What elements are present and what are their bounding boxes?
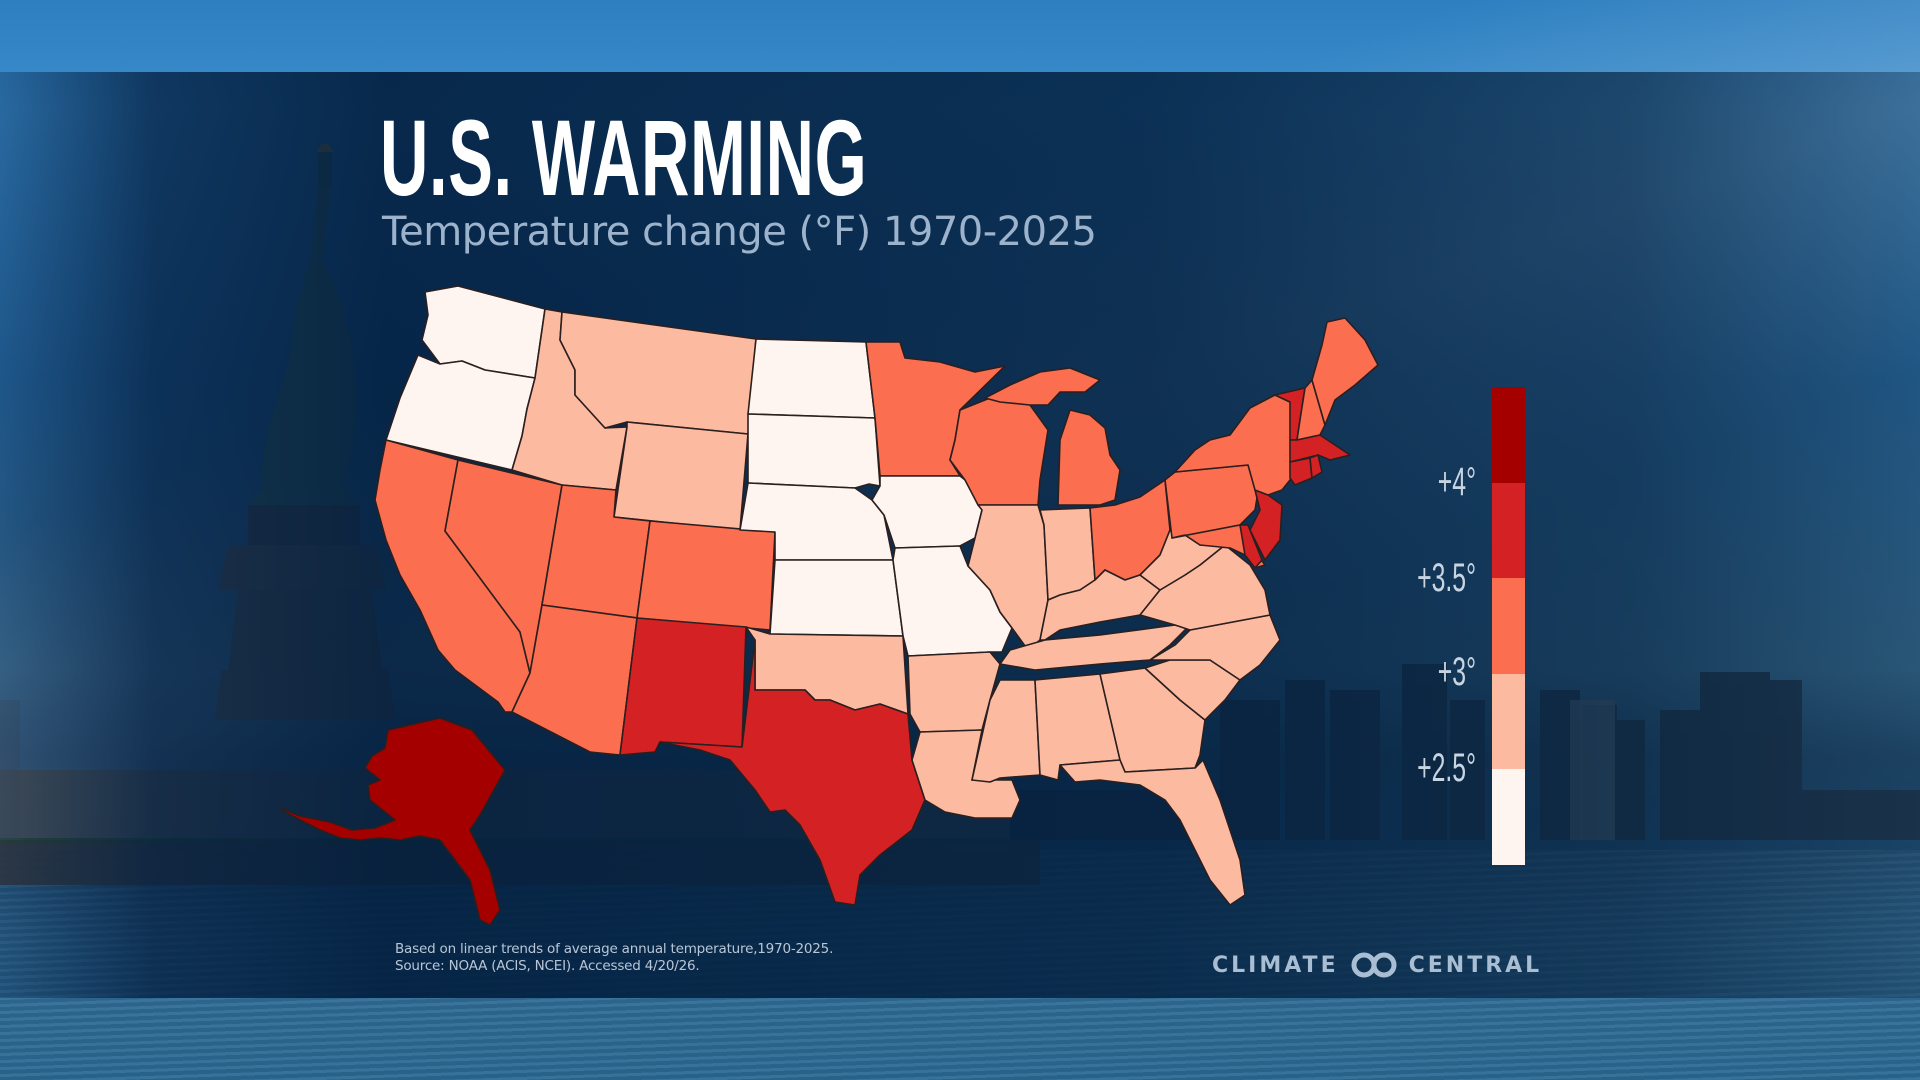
linked-rings-logo-icon [1351, 952, 1397, 978]
legend-label-3-5: +3.5° [1417, 556, 1476, 600]
state-NM [619, 617, 747, 756]
legend-band-above-4 [1492, 387, 1525, 483]
footnote-source: Source: NOAA (ACIS, NCEI). Accessed 4/20… [395, 958, 700, 974]
state-KY [1039, 569, 1161, 641]
state-NC [1149, 614, 1281, 681]
logo-word-climate: CLIMATE [1212, 952, 1339, 978]
color-legend [1492, 387, 1525, 865]
state-AK [279, 717, 506, 926]
state-RI [1309, 454, 1323, 479]
legend-label-2-5: +2.5° [1417, 746, 1476, 790]
legend-label-3: +3° [1437, 650, 1476, 694]
state-TX [659, 639, 926, 906]
state-MO [892, 545, 1013, 657]
state-MI-lower [1057, 409, 1121, 506]
legend-band-below-2-5 [1492, 769, 1525, 865]
state-DE [1239, 524, 1263, 569]
state-SD [747, 413, 881, 489]
state-MS [971, 679, 1041, 783]
state-ME [1311, 317, 1379, 426]
state-CT [1289, 457, 1313, 486]
legend-band-2-5-to-3 [1492, 673, 1525, 770]
state-MA [1289, 434, 1351, 463]
state-FL [1059, 759, 1246, 906]
state-NJ [1249, 489, 1283, 561]
state-CO [636, 520, 776, 631]
page-subtitle: Temperature change (°F) 1970-2025 [382, 209, 1097, 255]
state-MI-upper [984, 367, 1101, 406]
state-WY [613, 421, 749, 531]
page-title: U.S. WARMING [380, 97, 868, 218]
footnote-method: Based on linear trends of average annual… [395, 941, 834, 957]
footnote: Based on linear trends of average annual… [395, 941, 833, 975]
legend-band-3-to-3-5 [1492, 578, 1525, 674]
state-ND [747, 338, 876, 419]
legend-band-3-5-to-4 [1492, 482, 1525, 579]
state-KS [769, 559, 904, 637]
logo-word-central: CENTRAL [1408, 952, 1543, 978]
legend-label-4: +4° [1437, 460, 1476, 504]
climate-central-logo: CLIMATE CENTRAL [1212, 952, 1542, 978]
